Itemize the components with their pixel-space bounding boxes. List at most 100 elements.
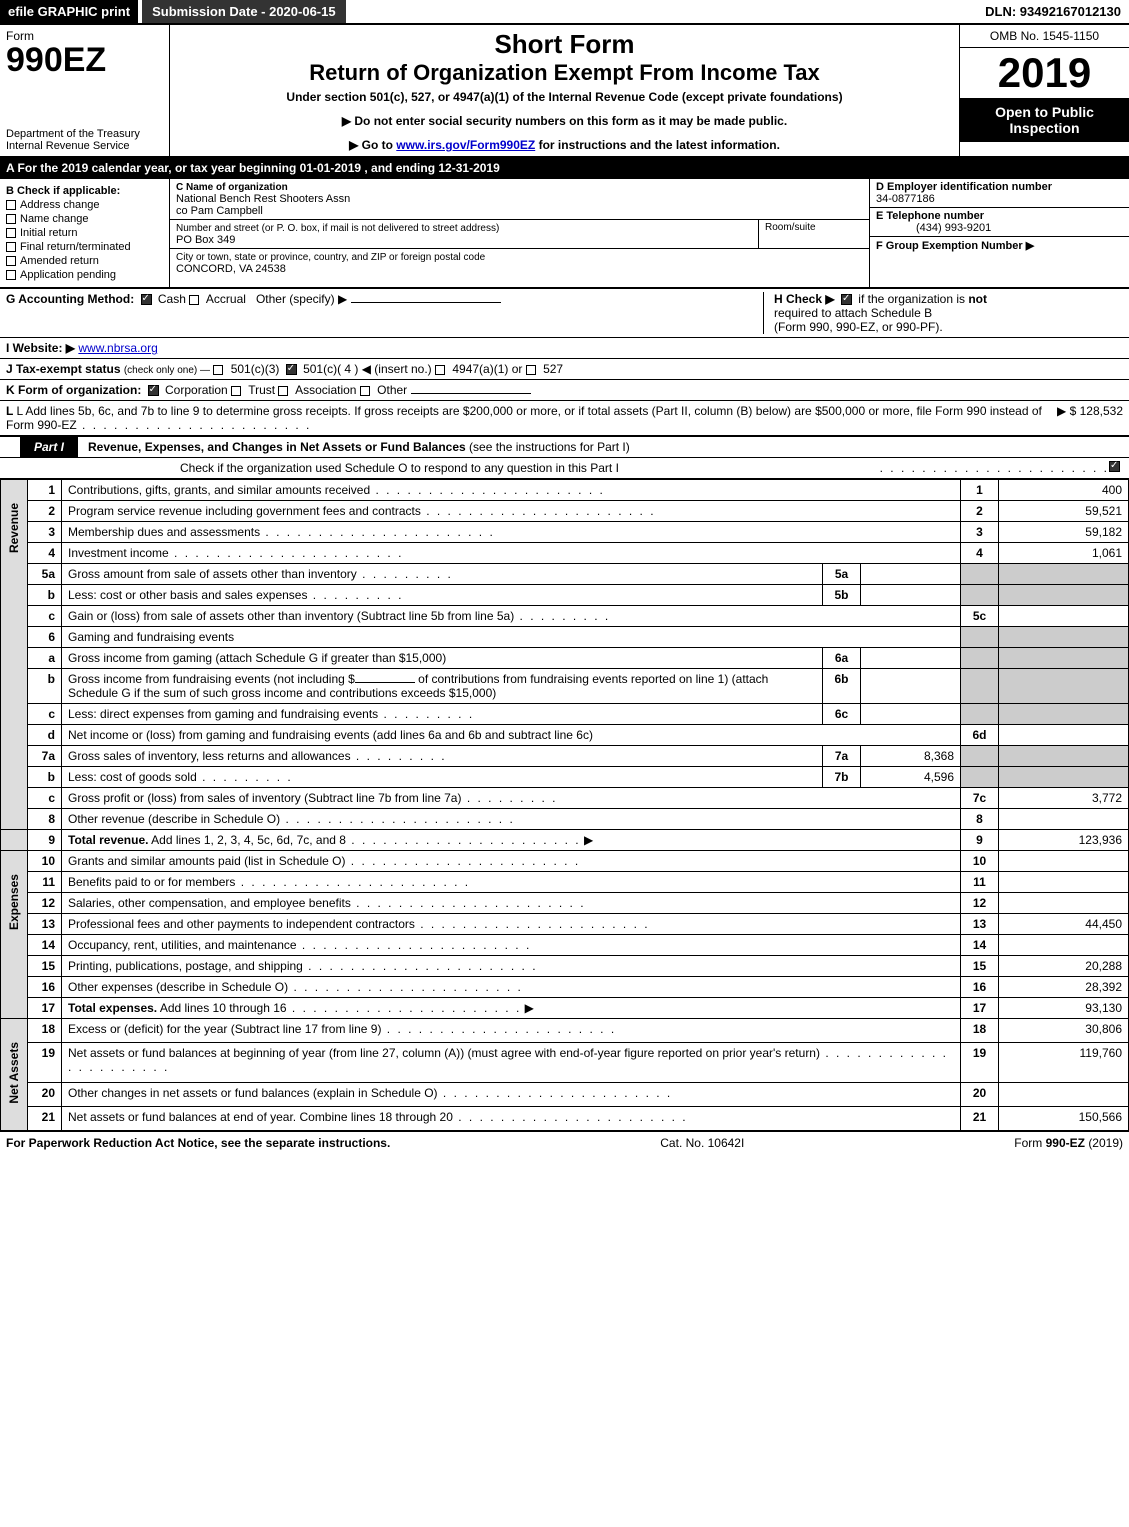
ein-value: 34-0877186 bbox=[876, 193, 935, 205]
name-label: C Name of organization bbox=[176, 182, 288, 193]
k-corp: Corporation bbox=[165, 383, 228, 397]
section-h: H Check ▶ if the organization is not req… bbox=[763, 292, 1123, 334]
line-20-val bbox=[999, 1082, 1129, 1106]
website-link[interactable]: www.nbrsa.org bbox=[78, 341, 157, 355]
check-address-change[interactable]: Address change bbox=[6, 199, 163, 211]
line-5c: c Gain or (loss) from sale of assets oth… bbox=[1, 606, 1129, 627]
header-center: Short Form Return of Organization Exempt… bbox=[170, 25, 959, 156]
right-num: 3 bbox=[961, 522, 999, 543]
checkbox-icon bbox=[189, 295, 199, 305]
i-label: I Website: ▶ bbox=[6, 341, 75, 355]
line-num: 7a bbox=[28, 746, 62, 767]
shaded-cell bbox=[999, 704, 1129, 725]
line-num: 9 bbox=[28, 830, 62, 851]
line-15-desc: Printing, publications, postage, and shi… bbox=[68, 959, 303, 973]
dln-label: DLN: 93492167012130 bbox=[977, 0, 1129, 23]
j-4947: 4947(a)(1) or bbox=[452, 362, 522, 376]
line-g-h: G Accounting Method: Cash Accrual Other … bbox=[0, 289, 1129, 338]
side-expenses: Expenses bbox=[1, 851, 28, 1019]
check-label: Initial return bbox=[20, 227, 77, 239]
line-6: 6 Gaming and fundraising events bbox=[1, 627, 1129, 648]
check-amended-return[interactable]: Amended return bbox=[6, 255, 163, 267]
city-cell: City or town, state or province, country… bbox=[170, 249, 869, 277]
part-1-label: Part I bbox=[20, 437, 78, 457]
line-17-bold: Total expenses. bbox=[68, 1001, 157, 1015]
header-right: OMB No. 1545-1150 2019 Open to Public In… bbox=[959, 25, 1129, 156]
line-13-val: 44,450 bbox=[999, 914, 1129, 935]
sub-num: 5a bbox=[823, 564, 861, 585]
section-b-checks: B Check if applicable: Address change Na… bbox=[0, 179, 170, 287]
irs-link[interactable]: www.irs.gov/Form990EZ bbox=[396, 138, 535, 152]
efile-print-label[interactable]: efile GRAPHIC print bbox=[0, 0, 138, 23]
sub-num: 7b bbox=[823, 767, 861, 788]
part-1-title-text: Revenue, Expenses, and Changes in Net As… bbox=[88, 440, 466, 454]
line-5a: 5a Gross amount from sale of assets othe… bbox=[1, 564, 1129, 585]
blank-amount[interactable] bbox=[355, 682, 415, 683]
line-6d: d Net income or (loss) from gaming and f… bbox=[1, 725, 1129, 746]
check-application-pending[interactable]: Application pending bbox=[6, 269, 163, 281]
checkbox-checked-icon bbox=[1109, 461, 1120, 472]
line-5b-desc: Less: cost or other basis and sales expe… bbox=[68, 588, 307, 602]
room-label: Room/suite bbox=[765, 222, 816, 233]
section-i: I Website: ▶ www.nbrsa.org bbox=[0, 338, 1129, 359]
line-3-val: 59,182 bbox=[999, 522, 1129, 543]
form-number: 990EZ bbox=[6, 43, 163, 77]
line-10-val bbox=[999, 851, 1129, 872]
line-num: c bbox=[28, 606, 62, 627]
checkbox-icon bbox=[6, 256, 16, 266]
line-17-desc: Add lines 10 through 16 bbox=[157, 1001, 286, 1015]
right-num: 5c bbox=[961, 606, 999, 627]
line-num: 14 bbox=[28, 935, 62, 956]
line-6a-desc: Gross income from gaming (attach Schedul… bbox=[68, 651, 446, 665]
line-6c-desc: Less: direct expenses from gaming and fu… bbox=[68, 707, 378, 721]
j-501c: 501(c)( 4 ) ◀ (insert no.) bbox=[303, 362, 432, 376]
g-label: G Accounting Method: bbox=[6, 292, 134, 306]
footer-form-ref: Form 990-EZ (2019) bbox=[1014, 1136, 1123, 1150]
line-7a-desc: Gross sales of inventory, less returns a… bbox=[68, 749, 351, 763]
ein-label: D Employer identification number bbox=[876, 181, 1052, 193]
part-1-header: Part I Revenue, Expenses, and Changes in… bbox=[0, 436, 1129, 458]
return-title: Return of Organization Exempt From Incom… bbox=[178, 60, 951, 86]
part-1-check-line: Check if the organization used Schedule … bbox=[0, 458, 1129, 479]
right-num: 19 bbox=[961, 1042, 999, 1082]
line-num: c bbox=[28, 704, 62, 725]
side-revenue: Revenue bbox=[1, 480, 28, 830]
top-bar: efile GRAPHIC print Submission Date - 20… bbox=[0, 0, 1129, 25]
line-num: 2 bbox=[28, 501, 62, 522]
line-20: 20 Other changes in net assets or fund b… bbox=[1, 1082, 1129, 1106]
goto-post: for instructions and the latest informat… bbox=[539, 138, 780, 152]
line-15-val: 20,288 bbox=[999, 956, 1129, 977]
line-11-desc: Benefits paid to or for members bbox=[68, 875, 235, 889]
line-num: 18 bbox=[28, 1019, 62, 1043]
line-num: 16 bbox=[28, 977, 62, 998]
check-final-return[interactable]: Final return/terminated bbox=[6, 241, 163, 253]
line-2: 2 Program service revenue including gove… bbox=[1, 501, 1129, 522]
checkbox-icon bbox=[231, 386, 241, 396]
line-6-desc: Gaming and fundraising events bbox=[68, 630, 234, 644]
line-6c: c Less: direct expenses from gaming and … bbox=[1, 704, 1129, 725]
shaded-cell bbox=[961, 767, 999, 788]
check-name-change[interactable]: Name change bbox=[6, 213, 163, 225]
line-21-val: 150,566 bbox=[999, 1106, 1129, 1130]
h-pre: H Check ▶ bbox=[774, 292, 835, 306]
line-12-desc: Salaries, other compensation, and employ… bbox=[68, 896, 351, 910]
city-value: CONCORD, VA 24538 bbox=[176, 263, 286, 275]
check-initial-return[interactable]: Initial return bbox=[6, 227, 163, 239]
shaded-cell bbox=[961, 564, 999, 585]
line-7b: b Less: cost of goods sold 7b 4,596 bbox=[1, 767, 1129, 788]
header-left: Form 990EZ Department of the Treasury In… bbox=[0, 25, 170, 156]
check-label: Name change bbox=[20, 213, 89, 225]
line-11: 11 Benefits paid to or for members 11 bbox=[1, 872, 1129, 893]
checkbox-checked-icon bbox=[148, 385, 159, 396]
line-10: Expenses 10 Grants and similar amounts p… bbox=[1, 851, 1129, 872]
checkbox-icon bbox=[435, 365, 445, 375]
k-other-blank[interactable] bbox=[411, 393, 531, 394]
shaded-cell bbox=[999, 767, 1129, 788]
j-501c3: 501(c)(3) bbox=[231, 362, 280, 376]
right-num: 15 bbox=[961, 956, 999, 977]
tax-year: 2019 bbox=[960, 48, 1129, 98]
line-9-bold: Total revenue. bbox=[68, 833, 148, 847]
line-num: d bbox=[28, 725, 62, 746]
right-num: 4 bbox=[961, 543, 999, 564]
g-other-blank[interactable] bbox=[351, 302, 501, 303]
